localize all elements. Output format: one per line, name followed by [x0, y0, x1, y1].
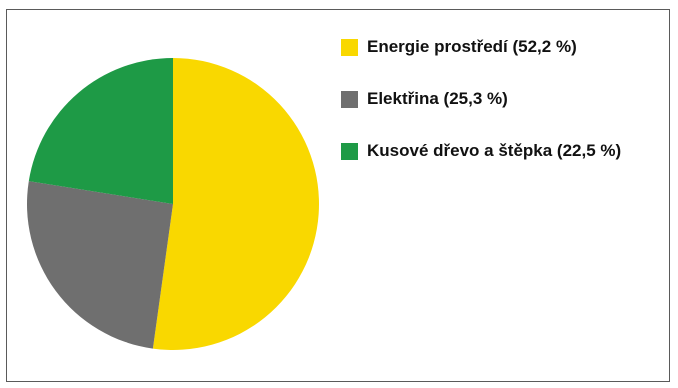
pie-chart	[27, 58, 320, 350]
legend-label: Elektřina (25,3 %)	[367, 89, 508, 108]
legend-swatch	[341, 142, 358, 160]
legend-swatch	[341, 38, 358, 56]
chart-frame: Energie prostředí (52,2 %) Elektřina (25…	[6, 9, 670, 382]
legend-label: Energie prostředí (52,2 %)	[367, 37, 577, 56]
legend-label: Kusové dřevo a štěpka (22,5 %)	[367, 141, 622, 160]
legend-item-kusove-drevo: Kusové dřevo a štěpka (22,5 %)	[341, 140, 621, 162]
legend-swatch	[341, 90, 358, 108]
pie-slice	[28, 58, 174, 204]
pie-slice	[27, 181, 173, 349]
legend: Energie prostředí (52,2 %) Elektřina (25…	[341, 36, 621, 192]
pie-slice	[152, 58, 320, 350]
legend-item-energie-prostredi: Energie prostředí (52,2 %)	[341, 36, 621, 58]
legend-item-elektrina: Elektřina (25,3 %)	[341, 88, 621, 110]
